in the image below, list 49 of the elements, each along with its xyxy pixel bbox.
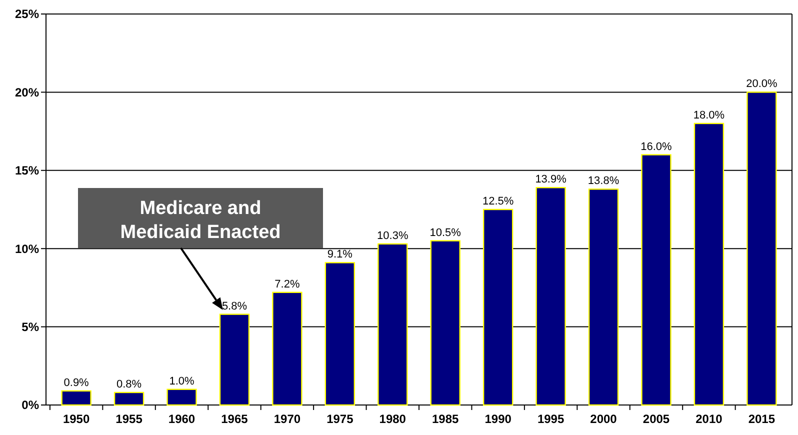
bar	[166, 388, 197, 406]
y-tick-label: 20%	[14, 85, 40, 100]
x-tick-label: 1975	[326, 412, 354, 426]
data-label: 13.8%	[588, 175, 620, 188]
bar	[324, 262, 356, 406]
data-label: 1.0%	[169, 375, 195, 388]
data-label: 18.0%	[693, 109, 725, 122]
x-tick-label: 2010	[696, 412, 723, 426]
y-tick-label: 25%	[14, 7, 40, 22]
x-tick-label: 2000	[590, 412, 618, 426]
bar	[61, 390, 92, 406]
x-tick-label: 1965	[221, 412, 248, 426]
data-label: 10.5%	[430, 226, 462, 239]
y-tick-label: 5%	[22, 320, 40, 334]
bar	[588, 188, 619, 406]
data-label: 13.9%	[535, 174, 567, 186]
data-label: 5.8%	[222, 300, 248, 312]
bar	[219, 314, 250, 406]
bar	[272, 292, 302, 406]
x-tick-label: 1995	[537, 412, 564, 426]
bar	[694, 122, 724, 406]
x-tick-label: 1980	[379, 412, 406, 426]
bar	[746, 92, 777, 406]
data-label: 7.2%	[274, 278, 300, 290]
x-tick-label: 1955	[116, 412, 143, 426]
data-label: 0.9%	[64, 376, 90, 389]
annotation: Medicare and Medicaid Enacted	[120, 198, 281, 243]
data-label: 12.5%	[482, 196, 514, 208]
data-label: 16.0%	[640, 140, 672, 153]
data-label: 10.3%	[377, 230, 408, 242]
x-tick-label: 1990	[484, 412, 512, 426]
data-label: 9.1%	[327, 248, 353, 261]
x-tick-label: 1985	[432, 412, 460, 426]
x-tick-label: 1950	[62, 412, 90, 426]
bar	[378, 243, 408, 406]
x-tick-label: 1970	[274, 412, 301, 426]
x-tick-label: 2005	[642, 412, 670, 426]
bar	[114, 392, 144, 406]
y-tick-label: 0%	[22, 398, 40, 412]
data-label: 0.8%	[116, 378, 142, 390]
y-tick-label: 15%	[14, 164, 40, 178]
y-tick-label: 10%	[14, 242, 40, 256]
bar	[482, 208, 514, 406]
bar	[536, 187, 566, 406]
data-label: 20.0%	[746, 78, 778, 90]
bar	[430, 240, 460, 406]
bar	[641, 154, 672, 406]
x-tick-label: 2015	[748, 412, 776, 426]
x-tick-label: 1960	[168, 412, 196, 426]
